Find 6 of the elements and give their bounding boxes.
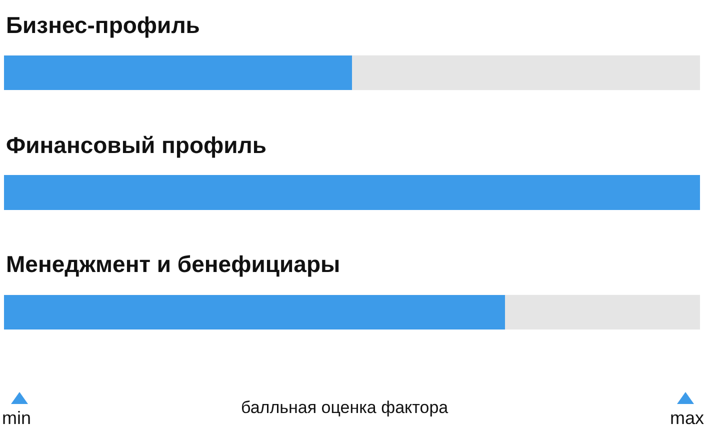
y-tick-label: Менеджмент и бенефициары — [6, 251, 340, 277]
text: max — [670, 408, 704, 428]
text: min — [2, 408, 32, 428]
y-tick-label: Финансовый профиль — [6, 132, 267, 158]
y-tick-label: Бизнес-профиль — [6, 12, 200, 38]
x-axis-title: балльная оценка фактора — [241, 398, 449, 417]
